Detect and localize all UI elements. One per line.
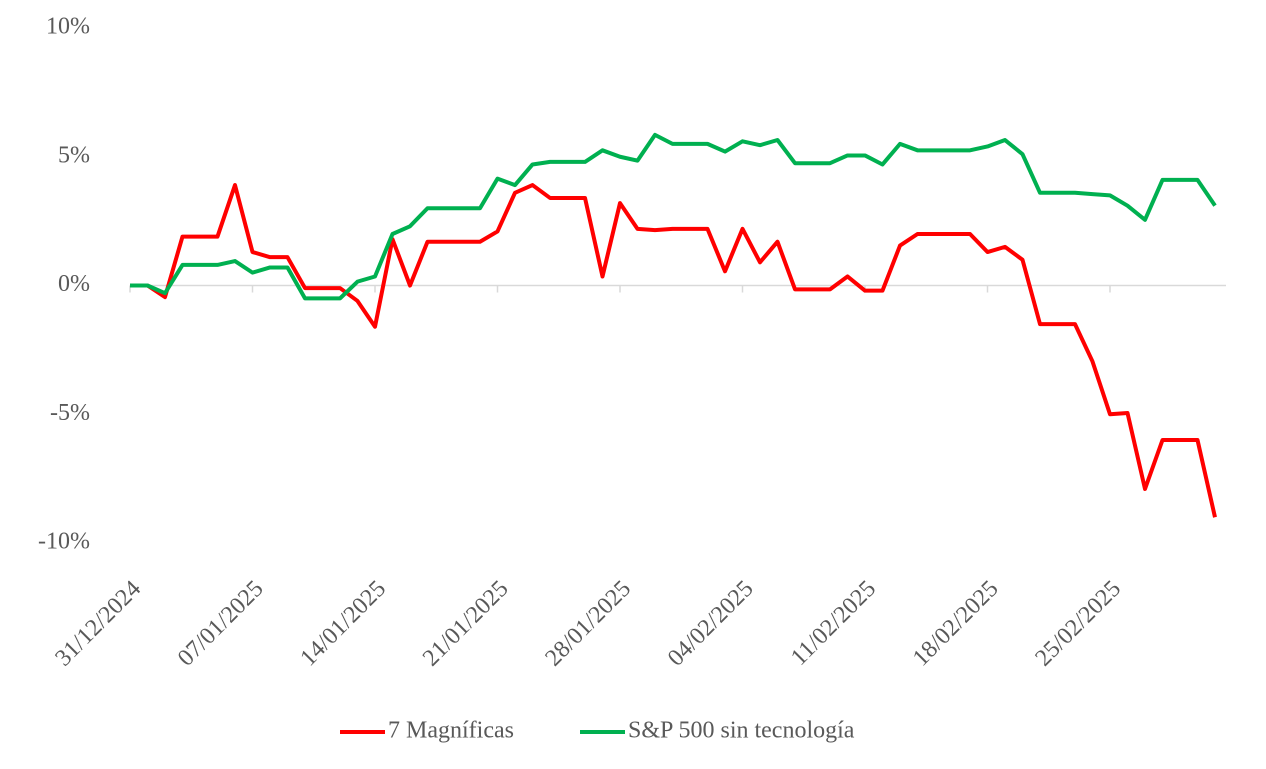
x-tick-label: 25/02/2025	[1030, 576, 1126, 672]
y-tick-label: -5%	[50, 400, 90, 426]
y-tick-label: 10%	[46, 14, 90, 40]
legend-label: 7 Magníficas	[388, 718, 514, 744]
x-tick-label: 11/02/2025	[786, 576, 881, 671]
x-tick-label: 18/02/2025	[908, 576, 1004, 672]
y-tick-label: -10%	[38, 529, 90, 555]
x-tick-label: 31/12/2024	[50, 576, 146, 672]
x-tick-label: 14/01/2025	[295, 576, 391, 672]
legend-label: S&P 500 sin tecnología	[628, 718, 855, 744]
y-tick-label: 0%	[58, 271, 90, 297]
series-line	[130, 183, 1217, 518]
x-tick-label: 21/01/2025	[418, 576, 514, 672]
y-tick-label: 5%	[58, 142, 90, 168]
x-tick-label: 07/01/2025	[173, 576, 269, 672]
x-tick-label: 04/02/2025	[663, 576, 759, 672]
series-line	[130, 132, 1217, 301]
x-tick-label: 28/01/2025	[540, 576, 636, 672]
